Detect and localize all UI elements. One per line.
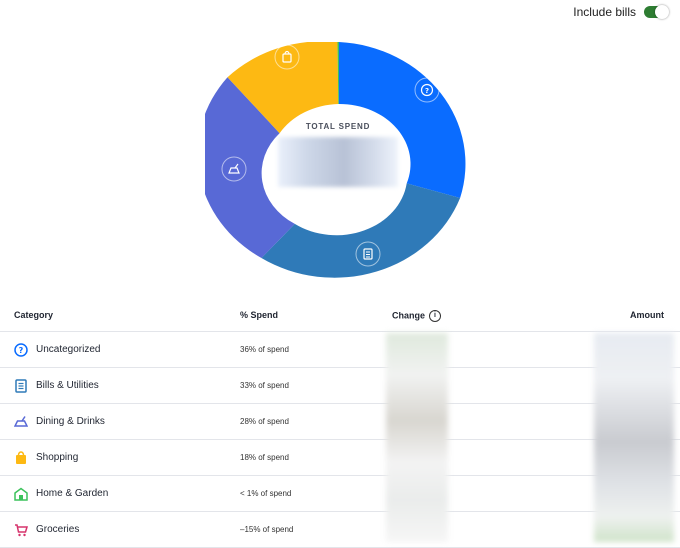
shopping-bag-icon xyxy=(274,44,300,70)
dining-icon xyxy=(14,416,28,427)
category-name: Dining & Drinks xyxy=(36,416,105,427)
table-row[interactable]: Bills & Utilities 33% of spend xyxy=(0,368,680,404)
category-name: Shopping xyxy=(36,452,79,463)
category-name: Bills & Utilities xyxy=(36,380,99,391)
spend-percent: 28% of spend xyxy=(240,417,289,426)
spend-percent: –15% of spend xyxy=(240,525,294,534)
dining-icon xyxy=(221,156,247,182)
header-change[interactable]: Change xyxy=(392,310,426,321)
category-name: Uncategorized xyxy=(36,344,101,355)
table-row[interactable]: Groceries –15% of spend xyxy=(0,512,680,548)
total-spend-label: TOTAL SPEND xyxy=(305,122,371,131)
spend-percent: < 1% of spend xyxy=(240,489,292,498)
table-row[interactable]: ? Uncategorized 36% of spend xyxy=(0,332,680,368)
table-row[interactable]: Home & Garden < 1% of spend xyxy=(0,476,680,512)
donut-segment-bills-utilities[interactable] xyxy=(261,183,461,278)
toggle-knob xyxy=(655,5,669,19)
receipt-icon xyxy=(355,241,381,267)
home-icon xyxy=(14,487,28,501)
svg-text:?: ? xyxy=(19,346,24,355)
spend-percent: 18% of spend xyxy=(240,453,289,462)
shopping-bag-icon xyxy=(16,451,26,464)
spend-percent: 33% of spend xyxy=(240,381,289,390)
table-row[interactable]: Shopping 18% of spend xyxy=(0,440,680,476)
question-icon: ? xyxy=(414,77,440,103)
category-spend-table: Category % Spend Change i Amount ? Uncate… xyxy=(0,302,680,548)
header-category[interactable]: Category xyxy=(14,310,54,320)
question-icon: ? xyxy=(14,343,28,357)
include-bills-toggle[interactable] xyxy=(644,5,669,19)
donut-segment-shopping[interactable] xyxy=(227,42,339,134)
info-icon[interactable]: i xyxy=(429,310,442,322)
spend-percent: 36% of spend xyxy=(240,345,289,354)
include-bills-label: Include bills xyxy=(573,5,636,19)
cart-icon xyxy=(15,524,28,537)
receipt-icon xyxy=(15,379,27,393)
include-bills-toggle-group: Include bills xyxy=(573,5,669,19)
header-spend[interactable]: % Spend xyxy=(240,310,279,320)
svg-text:?: ? xyxy=(425,87,429,95)
donut-segment-home-garden[interactable] xyxy=(337,42,340,104)
spend-donut-chart: ? xyxy=(205,42,466,278)
table-row[interactable]: Dining & Drinks 28% of spend xyxy=(0,404,680,440)
category-name: Home & Garden xyxy=(36,488,109,499)
table-header: Category % Spend Change i Amount xyxy=(0,302,680,332)
header-change-group: Change i xyxy=(392,310,442,322)
change-column-redacted xyxy=(386,333,448,542)
total-spend-value-redacted xyxy=(278,137,398,187)
donut-segment-uncategorized[interactable] xyxy=(339,42,466,198)
category-name: Groceries xyxy=(36,524,80,535)
header-amount[interactable]: Amount xyxy=(630,310,664,320)
amount-column-redacted xyxy=(594,333,674,542)
donut-segment-dining-drinks[interactable] xyxy=(205,77,295,258)
